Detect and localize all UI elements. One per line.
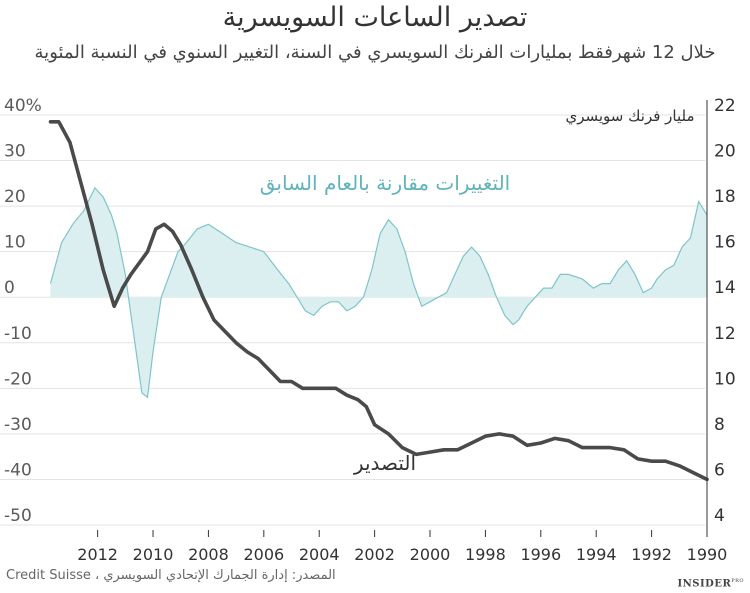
export-line-series <box>48 120 709 482</box>
chart-title: تصدير الساعات السويسرية <box>222 2 528 33</box>
x-tick-label: 1992 <box>631 545 672 564</box>
right-tick-label: 20 <box>714 142 736 162</box>
export-line <box>48 120 709 482</box>
x-tick-label: 2012 <box>77 545 118 564</box>
x-tick-label: 2010 <box>133 545 174 564</box>
right-tick-label: 22 <box>714 96 736 116</box>
left-tick-label: -20 <box>4 369 32 389</box>
right-axis-unit-label: مليار فرنك سويسري <box>565 107 694 126</box>
right-tick-label: 4 <box>714 506 725 526</box>
right-tick-label: 10 <box>714 369 736 389</box>
x-tick-label: 1996 <box>520 545 561 564</box>
x-tick-label: 1998 <box>465 545 506 564</box>
area-series-label: التغييرات مقارنة بالعام السابق <box>260 171 510 195</box>
right-tick-label: 14 <box>714 278 736 298</box>
left-tick-label: 40% <box>4 96 42 116</box>
change-area-series <box>49 186 708 399</box>
left-tick-label: -50 <box>4 506 32 526</box>
left-tick-label: 20 <box>4 187 26 207</box>
brand-logo: INSIDERPRO <box>677 578 744 590</box>
x-tick-label: 2008 <box>188 545 229 564</box>
x-tick-label: 1990 <box>687 545 728 564</box>
x-tick-label: 2006 <box>243 545 284 564</box>
change-area-outline <box>49 186 708 399</box>
right-tick-label: 18 <box>714 187 736 207</box>
axes: 40%3020100-10-20-30-40-50222018161412108… <box>4 96 736 564</box>
right-tick-label: 16 <box>714 233 736 253</box>
left-tick-label: 30 <box>4 142 26 162</box>
left-tick-label: -40 <box>4 460 32 480</box>
right-tick-label: 8 <box>714 415 725 435</box>
left-tick-label: 0 <box>4 278 15 298</box>
x-tick-label: 1994 <box>576 545 617 564</box>
chart-subtitle: خلال 12 شهرفقط بمليارات الفرنك السويسري … <box>34 42 716 63</box>
left-tick-label: -10 <box>4 324 32 344</box>
source-note: المصدر: إدارة الجمارك الإتحادي السويسري … <box>6 568 336 583</box>
line-series-label: التصدير <box>353 451 416 475</box>
x-tick-label: 2002 <box>354 545 395 564</box>
right-tick-label: 12 <box>714 324 736 344</box>
change-area-fill <box>50 187 707 398</box>
left-tick-label: 10 <box>4 233 26 253</box>
left-tick-label: -30 <box>4 415 32 435</box>
x-tick-label: 2000 <box>410 545 451 564</box>
right-tick-label: 6 <box>714 460 725 480</box>
x-tick-label: 2004 <box>299 545 340 564</box>
